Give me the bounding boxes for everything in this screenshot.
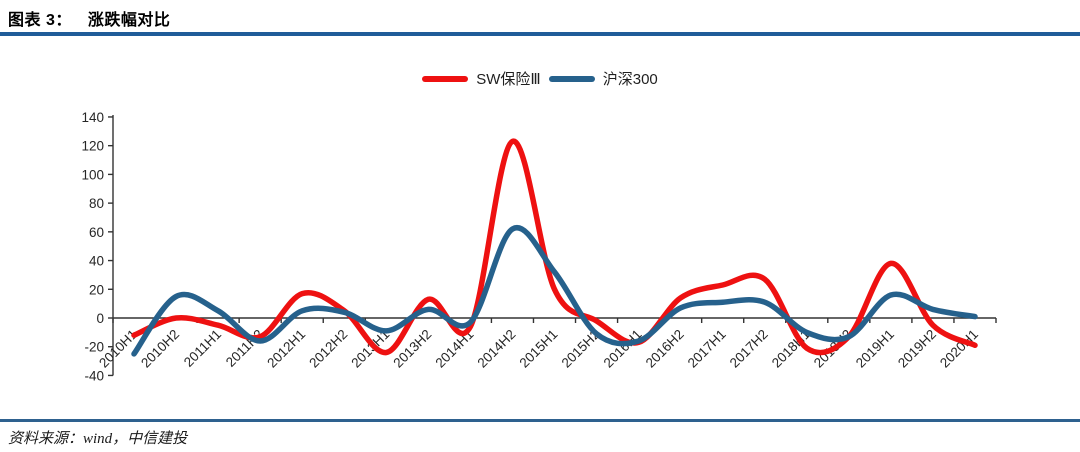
x-tick-label: 2019H2 bbox=[895, 327, 939, 371]
y-tick-label: 80 bbox=[89, 196, 104, 211]
comparison-line-chart: 140120100806040200-20-402010H12010H22011… bbox=[81, 110, 997, 383]
y-tick-label: -20 bbox=[84, 340, 104, 355]
y-tick-label: 0 bbox=[96, 311, 104, 326]
x-tick-label: 2012H2 bbox=[306, 327, 350, 371]
chart-area: 140 120 100 80 60 40 20 0 -20 -40 2010H1 2010H2 2011… bbox=[80, 96, 1020, 406]
header-divider-rule bbox=[0, 32, 1080, 36]
y-tick-label: -40 bbox=[84, 368, 104, 383]
x-tick-label: 2012H1 bbox=[264, 327, 308, 371]
source-note: 资料来源：wind，中信建投 bbox=[8, 431, 188, 447]
x-tick-label: 2019H1 bbox=[853, 327, 897, 371]
x-tick-label: 2016H1 bbox=[601, 327, 645, 371]
y-tick-label: 120 bbox=[81, 139, 104, 154]
legend-item-hs300: 沪深300 bbox=[548, 68, 658, 89]
footer-divider-rule bbox=[0, 419, 1080, 422]
legend-label-sw-insurance: SW保险Ⅲ bbox=[476, 71, 541, 88]
legend-item-sw-insurance: SW保险Ⅲ bbox=[422, 68, 541, 89]
x-tick-label: 2013H2 bbox=[390, 327, 434, 371]
legend-swatch-blue-line bbox=[548, 75, 595, 82]
y-tick-label: 140 bbox=[81, 110, 104, 125]
figure-number-label: 图表 3： bbox=[8, 12, 72, 29]
y-tick-label: 40 bbox=[89, 254, 104, 269]
legend-label-hs300: 沪深300 bbox=[602, 71, 658, 88]
x-tick-label: 2017H2 bbox=[727, 327, 771, 371]
series-line-sw-insurance bbox=[131, 138, 978, 356]
figure-title: 涨跌幅对比 bbox=[87, 12, 171, 29]
x-tick-label: 2017H1 bbox=[685, 327, 729, 371]
x-tick-label: 2015H1 bbox=[517, 327, 561, 371]
x-tick-label: 2014H1 bbox=[432, 327, 476, 371]
series-line-hs300 bbox=[131, 225, 978, 357]
y-tick-label: 60 bbox=[89, 225, 104, 240]
x-tick-label: 2014H2 bbox=[475, 327, 519, 371]
figure-header: 图表 3： 涨跌幅对比 bbox=[8, 6, 170, 30]
y-tick-label: 100 bbox=[81, 167, 104, 182]
chart-legend: SW保险Ⅲ 沪深300 bbox=[0, 68, 1080, 89]
legend-swatch-red-line bbox=[422, 75, 469, 82]
x-tick-label: 2011H1 bbox=[181, 327, 224, 370]
y-tick-label: 20 bbox=[89, 282, 104, 297]
